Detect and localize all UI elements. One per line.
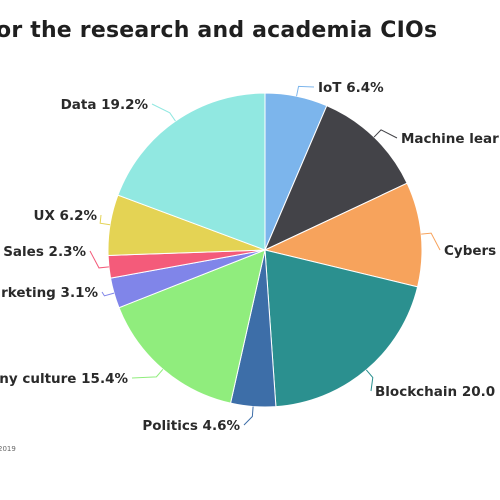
label-connector <box>365 369 374 392</box>
slice-labels: IoT 6.4% Machine lear Cybers Blockchain 20.… <box>0 80 499 434</box>
label-connector <box>243 406 254 426</box>
pie-slice <box>118 249 266 404</box>
label-connector <box>99 214 111 226</box>
label-connector <box>131 368 164 379</box>
chart-title: or the research and academia CIOs <box>0 18 438 43</box>
label-connector <box>89 250 109 269</box>
footer-note: 2019 <box>0 445 16 453</box>
pie-slice <box>264 105 408 252</box>
slice-label: pany culture 15.4% <box>0 371 128 387</box>
label-connector <box>373 129 398 139</box>
slice-label: IoT 6.4% <box>318 80 384 96</box>
pie-slice <box>263 182 423 288</box>
slice-label: Cybers <box>444 243 496 259</box>
label-connectors <box>89 85 441 426</box>
slice-label: UX 6.2% <box>33 208 97 224</box>
label-connector <box>101 291 115 297</box>
label-connector <box>296 85 315 97</box>
slice-label: Data 19.2% <box>61 97 149 113</box>
slice-label: Machine lear <box>401 131 499 147</box>
pie-slices <box>107 92 423 408</box>
slice-label: Blockchain 20.0 <box>375 384 495 400</box>
label-connector <box>151 103 176 122</box>
slice-label: Politics 4.6% <box>142 418 240 434</box>
pie-slice <box>117 92 266 251</box>
slice-label: Sales 2.3% <box>3 244 86 260</box>
label-connector <box>421 232 441 251</box>
slice-label: rketing 3.1% <box>1 285 98 301</box>
